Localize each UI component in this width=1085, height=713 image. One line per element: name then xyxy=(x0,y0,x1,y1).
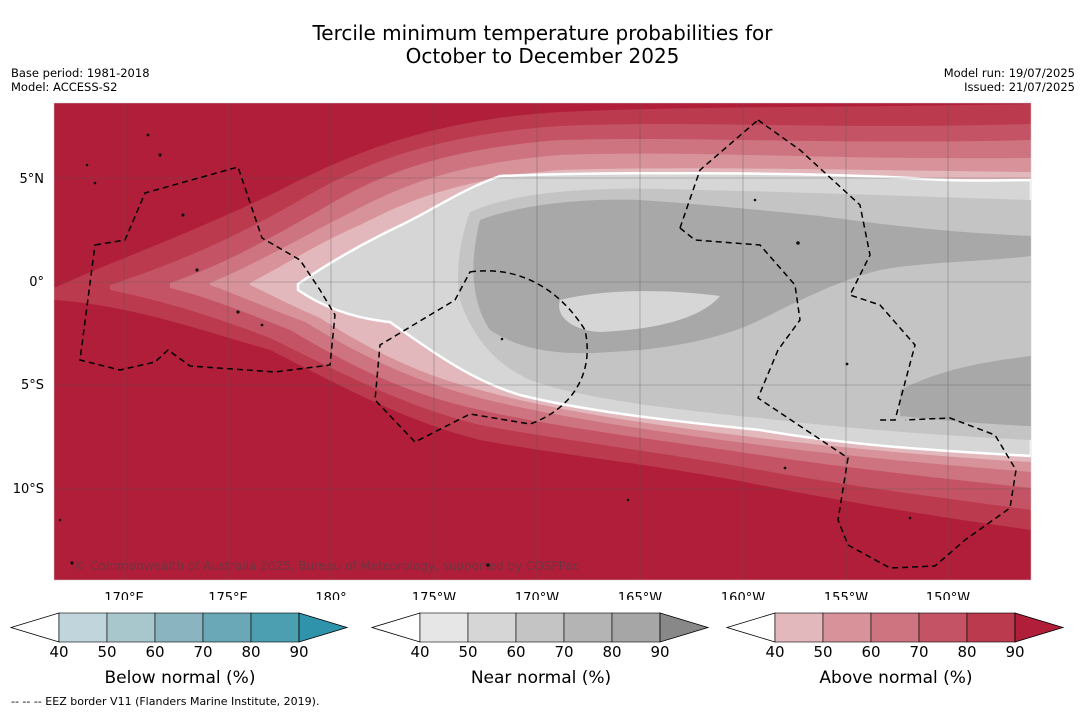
colorbar-tick: 60 xyxy=(861,643,881,661)
colorbar-extend-high xyxy=(659,612,710,643)
colorbar-near-swatches xyxy=(371,612,710,643)
colorbar-swatch xyxy=(774,612,824,643)
colorbar-swatch xyxy=(419,612,469,643)
colorbar-extend-low xyxy=(10,612,60,643)
latitude-labels: 5°N 0° 5°S 10°S xyxy=(13,172,44,497)
colorbar-swatch xyxy=(154,612,204,643)
colorbar-extend-high xyxy=(298,612,349,643)
model-run-date: Model run: 19/07/2025 xyxy=(943,66,1075,80)
colorbar-tick: 40 xyxy=(410,643,430,661)
colorbar-above-label: Above normal (%) xyxy=(819,668,973,688)
map-plot-area xyxy=(54,103,1031,580)
lat-label-0: 0° xyxy=(29,275,44,290)
copyright-notice: © Commonwealth of Australia 2025, Bureau… xyxy=(74,559,579,573)
colorbar-tick: 80 xyxy=(602,643,622,661)
colorbar-tick: 40 xyxy=(49,643,69,661)
map-frame xyxy=(53,102,1032,581)
eez-legend-note: -- -- -- EEZ border V11 (Flanders Marine… xyxy=(11,695,320,708)
colorbar-swatch xyxy=(467,612,517,643)
colorbar-extend-high xyxy=(1014,612,1065,643)
colorbar-below-swatches xyxy=(10,612,349,643)
lon-label-170w: 170°W xyxy=(515,591,559,600)
lon-label-160w: 160°W xyxy=(721,591,765,600)
colorbar-tick: 70 xyxy=(193,643,213,661)
colorbar-above-swatches xyxy=(726,612,1065,643)
colorbar-below-normal: 40 50 60 70 80 90 Below normal (%) xyxy=(10,612,350,702)
run-info: Model run: 19/07/2025 Issued: 21/07/2025 xyxy=(944,66,1075,94)
eez-border-jarvis xyxy=(679,119,759,229)
colorbar-above-normal: 40 50 60 70 80 90 Above normal (%) xyxy=(726,612,1066,702)
lon-label-180: 180° xyxy=(315,591,346,600)
colorbar-swatch xyxy=(58,612,108,643)
title-line-2: October to December 2025 xyxy=(405,44,680,68)
colorbar-tick: 50 xyxy=(97,643,117,661)
eez-border-tuvalu xyxy=(79,166,336,373)
colorbar-tick: 60 xyxy=(145,643,165,661)
model-name: Model: ACCESS-S2 xyxy=(11,80,118,94)
lat-label-5s: 5°S xyxy=(21,378,44,393)
issued-date: Issued: 21/07/2025 xyxy=(964,80,1075,94)
colorbar-tick: 70 xyxy=(909,643,929,661)
colorbar-tick: 80 xyxy=(241,643,261,661)
near-normal-60-region-east xyxy=(900,356,1031,426)
colorbar-near-label: Near normal (%) xyxy=(470,668,612,688)
colorbar-tick: 50 xyxy=(458,643,478,661)
colorbar-near-normal: 40 50 60 70 80 90 Near normal (%) xyxy=(371,612,711,702)
colorbar-tick: 70 xyxy=(554,643,574,661)
colorbar-below-ticks: 40 50 60 70 80 90 xyxy=(10,643,350,663)
title-line-1: Tercile minimum temperature probabilitie… xyxy=(312,21,773,45)
base-period: Base period: 1981-2018 xyxy=(11,66,150,80)
lon-label-175e: 175°E xyxy=(208,591,248,600)
lon-label-150w: 150°W xyxy=(926,591,970,600)
colorbar-swatch xyxy=(563,612,613,643)
map-title: Tercile minimum temperature probabilitie… xyxy=(0,22,1085,68)
lon-label-170e: 170°E xyxy=(104,591,144,600)
longitude-labels: 170°E 175°E 180° 175°W 170°W 165°W 160°W… xyxy=(104,591,970,600)
colorbar-swatch xyxy=(106,612,156,643)
colorbar-tick: 50 xyxy=(813,643,833,661)
colorbar-swatch xyxy=(250,612,300,643)
lon-label-165w: 165°W xyxy=(618,591,662,600)
island-coastlines xyxy=(58,133,912,567)
lon-label-155w: 155°W xyxy=(824,591,868,600)
colorbar-swatch xyxy=(202,612,252,643)
probability-map: 5°N 0° 5°S 10°S 170°E 175°E 180° 175°W 1… xyxy=(13,102,1032,600)
colorbar-tick: 60 xyxy=(506,643,526,661)
lat-label-5n: 5°N xyxy=(20,172,45,187)
colorbar-swatch xyxy=(515,612,565,643)
eez-border-tokelau xyxy=(374,270,588,443)
eez-border-line-islands xyxy=(757,119,916,421)
colorbar-swatch xyxy=(966,612,1016,643)
colorbar-swatch xyxy=(870,612,920,643)
eez-borders xyxy=(79,119,1017,569)
lon-label-175w: 175°W xyxy=(412,591,456,600)
colorbar-tick: 40 xyxy=(765,643,785,661)
colorbar-extend-low xyxy=(371,612,421,643)
colorbar-tick: 80 xyxy=(957,643,977,661)
colorbar-below-label: Below normal (%) xyxy=(104,668,256,688)
near-normal-40-patch xyxy=(559,291,720,332)
colorbar-tick: 90 xyxy=(289,643,309,661)
colorbar-swatch xyxy=(611,612,661,643)
colorbar-tick: 90 xyxy=(1005,643,1025,661)
colorbar-swatch xyxy=(918,612,968,643)
colorbar-extend-low xyxy=(726,612,776,643)
colorbar-swatch xyxy=(822,612,872,643)
graticule xyxy=(54,103,1031,580)
colorbar-above-ticks: 40 50 60 70 80 90 xyxy=(726,643,1066,663)
colorbar-near-ticks: 40 50 60 70 80 90 xyxy=(371,643,711,663)
colorbar-tick: 90 xyxy=(650,643,670,661)
eez-border-phoenix-kiribati xyxy=(679,227,1017,569)
base-info: Base period: 1981-2018 Model: ACCESS-S2 xyxy=(11,66,150,94)
lat-label-10s: 10°S xyxy=(13,482,44,497)
